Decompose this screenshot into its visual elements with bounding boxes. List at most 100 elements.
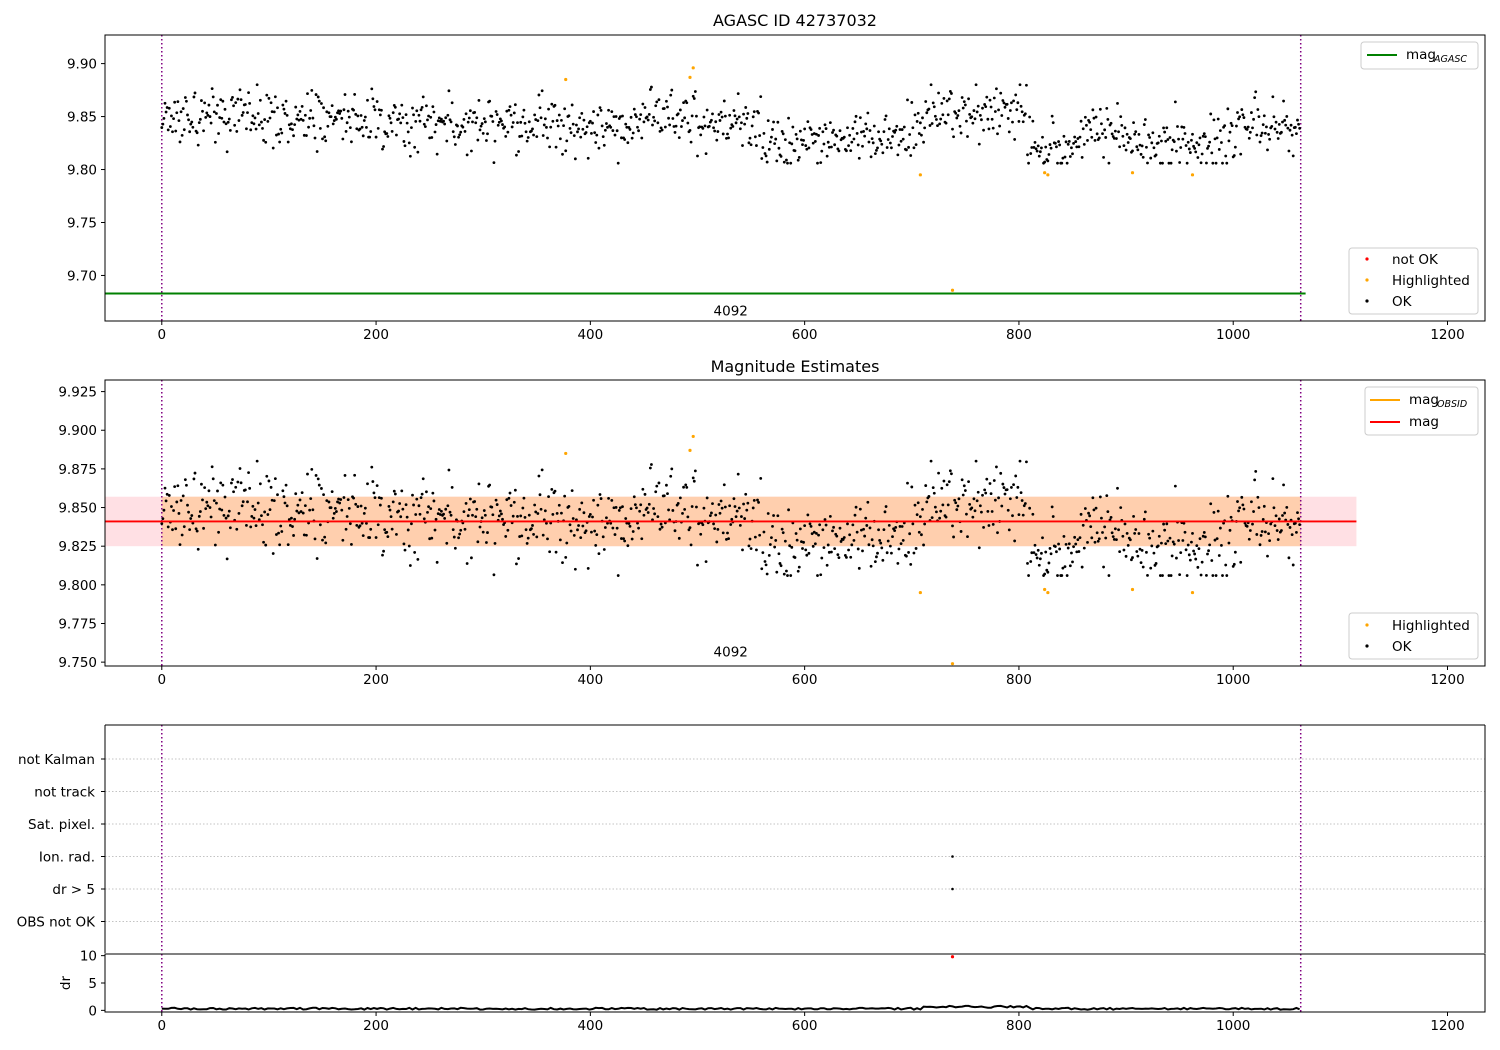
ok-point [785,569,788,573]
ok-point [603,526,607,529]
ok-point [509,504,513,507]
ok-point [1146,161,1149,165]
ok-point [746,112,750,115]
ok-point [718,511,722,515]
ok-point [1101,531,1104,534]
ok-point [1027,161,1030,165]
ok-point [405,121,409,125]
ok-point [986,509,990,513]
ok-point [352,496,355,500]
ok-point [571,517,575,520]
ok-point [1086,540,1089,544]
ok-point [305,533,308,537]
ok-point [1220,141,1223,144]
ok-point [236,97,240,101]
ok-point [490,505,494,509]
ok-point [986,117,990,121]
ok-point [404,113,408,117]
ok-point [1241,113,1245,117]
ok-point [330,104,334,108]
ok-point [628,524,632,528]
ok-point [826,140,830,144]
ok-point [1160,139,1163,143]
ok-point [1088,514,1092,518]
ok-point [899,542,903,546]
ok-point [636,521,639,525]
ok-point [1083,115,1087,119]
ok-point [282,107,286,111]
ok-point [803,524,807,527]
ok-point [1236,111,1239,114]
ok-point [1047,561,1051,565]
flag-point [951,887,954,891]
ok-point [1142,123,1146,126]
ok-point [1248,130,1252,134]
ok-point [895,124,899,128]
ok-point [638,509,642,513]
ok-point [1034,553,1038,556]
ok-point [459,130,463,134]
ok-point [166,525,170,529]
ok-point [1208,140,1212,144]
ok-point [1175,149,1178,153]
ok-point [296,113,300,117]
ok-point [445,541,449,545]
ok-point [531,524,534,527]
ok-point [258,482,262,486]
highlighted-point [1043,171,1047,175]
ok-point [477,482,481,486]
ok-point [399,121,403,125]
ok-point [659,522,663,526]
ok-point [646,511,650,514]
ok-point [1161,161,1164,165]
ok-point [806,513,810,517]
ok-point [635,506,638,510]
ok-point [315,150,319,153]
ok-point [678,496,682,500]
ok-point [262,138,265,142]
ok-point [945,483,949,487]
ok-point [618,506,622,510]
ok-point [1106,510,1110,513]
ok-point [924,484,928,487]
ok-point [247,91,250,95]
ok-point [631,530,635,533]
ok-point [414,513,418,516]
ok-point [322,493,325,497]
ok-point [382,549,385,553]
ok-point [777,552,781,556]
ok-point [303,113,307,117]
ok-point [303,504,307,508]
ok-point [1255,133,1259,137]
ok-point [758,134,762,137]
ok-point [630,136,634,140]
ok-point [793,556,797,559]
ok-point [420,492,424,496]
ok-point [768,543,772,546]
highlighted-point [691,66,695,70]
ok-point [696,154,699,158]
ok-point [868,129,872,132]
ok-point [755,548,758,552]
ok-point [292,134,295,138]
ok-point [1116,101,1119,105]
ok-point [395,533,398,536]
ok-point [327,111,331,115]
ok-point [573,567,577,571]
ok-point [688,128,692,132]
ok-point [1166,138,1170,141]
ok-point [961,106,965,110]
ok-point [893,130,897,134]
ok-point [294,492,298,496]
ok-point [501,123,504,126]
ok-point [465,153,469,157]
ok-point [307,125,310,129]
ok-point [702,506,706,510]
ok-point [257,123,261,127]
ok-point [569,131,573,135]
ok-point [521,115,525,119]
ok-point [515,153,518,157]
ok-point [1291,154,1295,158]
ok-point [908,532,912,536]
